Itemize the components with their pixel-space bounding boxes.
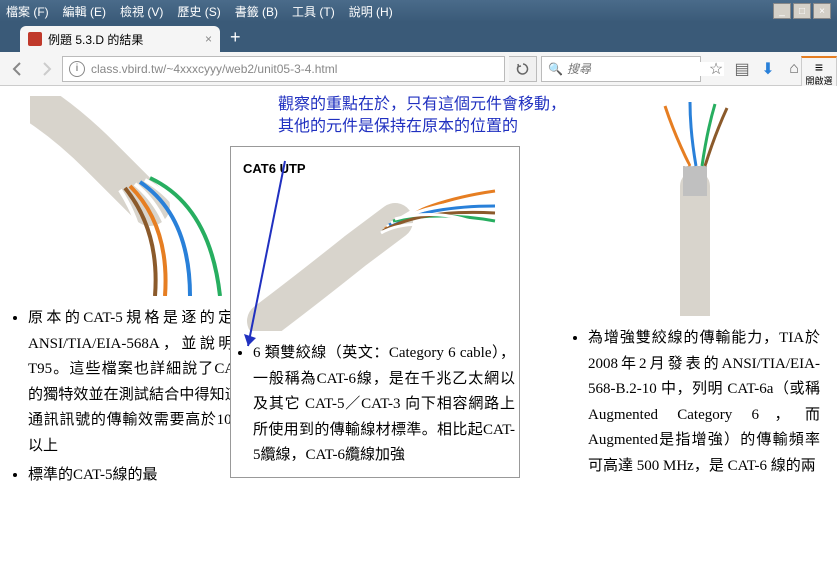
reload-button[interactable] <box>509 56 537 82</box>
search-input[interactable] <box>567 62 724 76</box>
menu-edit[interactable]: 編輯 (E) <box>63 3 106 20</box>
minimize-button[interactable]: _ <box>773 3 791 19</box>
menu-help[interactable]: 說明 (H) <box>349 3 393 20</box>
downloads-icon[interactable]: ⬇ <box>757 58 779 80</box>
bookmark-star-icon[interactable]: ☆ <box>705 58 727 80</box>
cat6a-cable-image <box>570 96 820 316</box>
url-input[interactable] <box>91 62 498 76</box>
hamburger-icon: ≡ <box>815 60 823 74</box>
search-icon: 🔍 <box>548 62 563 76</box>
menu-file[interactable]: 檔案 (F) <box>6 3 49 20</box>
maximize-button[interactable]: □ <box>793 3 811 19</box>
annotation-arrow-icon <box>240 156 290 356</box>
annotation-text: 觀察的重點在於，只有這個元件會移動， 其他的元件是保持在原本的位置的 <box>278 94 566 139</box>
window-controls: _ □ × <box>773 3 831 19</box>
page-content: 觀察的重點在於，只有這個元件會移動， 其他的元件是保持在原本的位置的 原本的CA… <box>0 86 837 588</box>
back-button[interactable] <box>6 57 30 81</box>
menu-view[interactable]: 檢視 (V) <box>120 3 163 20</box>
favicon-icon <box>28 32 42 46</box>
menu-bar: 檔案 (F) 編輯 (E) 檢視 (V) 歷史 (S) 書籤 (B) 工具 (T… <box>0 0 837 22</box>
close-window-button[interactable]: × <box>813 3 831 19</box>
forward-button[interactable] <box>34 57 58 81</box>
library-icon[interactable]: ▤ <box>731 58 753 80</box>
toolbar: i 🔍 ☆ ▤ ⬇ ⌂ ⌄ <box>0 52 837 86</box>
menu-button[interactable]: ≡ 開啟選 <box>801 56 837 90</box>
tab-bar: 例題 5.3.D 的結果 × + <box>0 22 837 52</box>
cat6a-text: 為增強雙絞線的傳輸能力，TIA於2008年2月發表的ANSI/TIA/EIA-5… <box>570 326 820 479</box>
column-cat6a: 為增強雙絞線的傳輸能力，TIA於2008年2月發表的ANSI/TIA/EIA-5… <box>570 96 820 483</box>
url-bar[interactable]: i <box>62 56 505 82</box>
site-info-icon[interactable]: i <box>69 61 85 77</box>
cat6-text: 6 類雙絞線（英文：Category 6 cable），一般稱為CAT-6線，是… <box>235 341 515 469</box>
search-bar[interactable]: 🔍 <box>541 56 701 82</box>
tab-close-button[interactable]: × <box>205 32 212 46</box>
menu-history[interactable]: 歷史 (S) <box>177 3 220 20</box>
tab-title: 例題 5.3.D 的結果 <box>48 31 143 48</box>
browser-tab[interactable]: 例題 5.3.D 的結果 × <box>20 26 220 52</box>
menu-tools[interactable]: 工具 (T) <box>292 3 335 20</box>
menu-bookmarks[interactable]: 書籤 (B) <box>235 3 278 20</box>
new-tab-button[interactable]: + <box>230 27 241 48</box>
